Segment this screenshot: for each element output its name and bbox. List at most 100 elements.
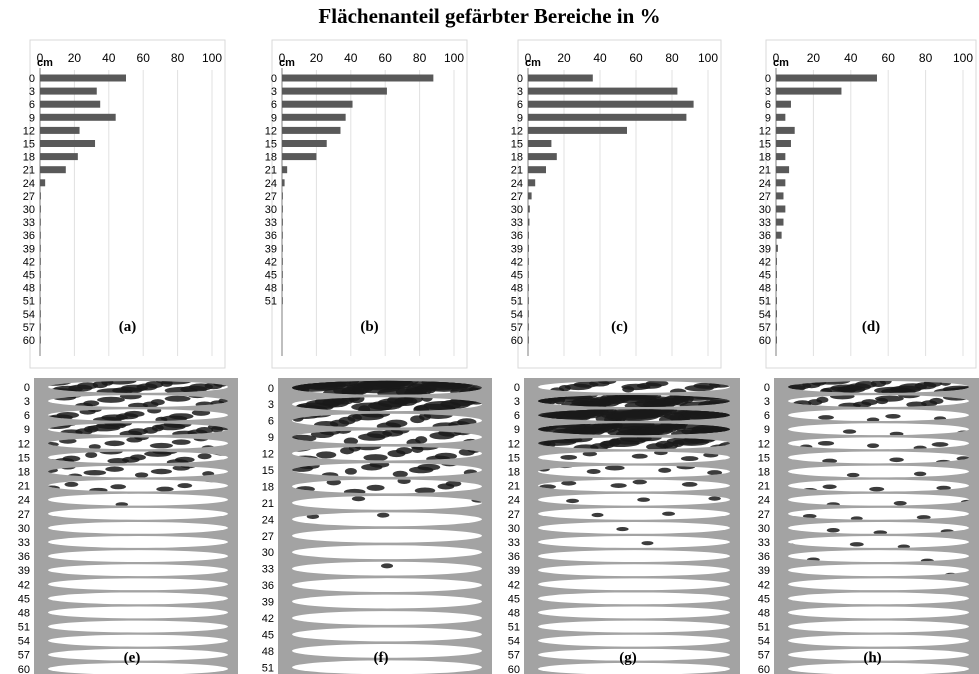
depth-label: 18 xyxy=(18,467,30,479)
bar-chart-3: 0 20 40 60 80 100cm03691215182124273033363942… xyxy=(511,39,722,369)
soil-slice xyxy=(292,495,482,510)
depth-label: 51 xyxy=(262,662,274,674)
depth-label: 15 xyxy=(262,465,274,477)
x-tick-label: 40 xyxy=(102,51,116,65)
bar xyxy=(776,140,791,147)
y-tick-label: 30 xyxy=(23,204,35,216)
depth-label: 3 xyxy=(514,396,520,408)
depth-label: 6 xyxy=(764,410,770,422)
y-tick-label: 6 xyxy=(271,99,277,111)
x-tick-label: 20 xyxy=(807,51,821,65)
soil-slice xyxy=(788,578,969,591)
y-tick-label: 15 xyxy=(23,139,35,151)
bar xyxy=(282,126,341,134)
soil-slice xyxy=(788,564,969,577)
y-tick-label: 48 xyxy=(759,283,771,295)
bar xyxy=(776,179,786,187)
soil-slice xyxy=(788,648,969,661)
depth-label: 15 xyxy=(18,452,30,464)
soil-slice xyxy=(788,423,969,436)
bar xyxy=(282,218,283,226)
y-tick-label: 45 xyxy=(759,270,771,282)
bar xyxy=(40,113,116,121)
depth-label: 3 xyxy=(764,396,770,408)
y-tick-label: 18 xyxy=(759,152,771,164)
bar xyxy=(40,231,41,239)
bar xyxy=(282,271,283,278)
bar xyxy=(776,192,784,200)
figure-title: Flächenanteil gefärbter Bereiche in % xyxy=(318,4,661,28)
y-tick-label: 30 xyxy=(759,204,771,216)
soil-slice xyxy=(788,493,969,506)
soil-slice xyxy=(788,465,969,478)
bar xyxy=(528,87,678,95)
panel-label: (g) xyxy=(619,650,637,666)
y-tick-label: 36 xyxy=(23,230,35,242)
bar xyxy=(776,218,784,226)
bar xyxy=(282,297,283,305)
bar xyxy=(40,192,41,200)
bar-chart-4: 0 20 40 60 80 100cm03691215182124273033363942… xyxy=(759,39,977,369)
y-tick-label: 9 xyxy=(765,112,771,124)
y-tick-label: 24 xyxy=(511,178,523,190)
y-tick-label: 24 xyxy=(23,178,35,190)
depth-label: 48 xyxy=(508,607,520,619)
depth-label: 27 xyxy=(758,509,770,521)
bar xyxy=(776,166,790,174)
bar xyxy=(282,74,434,82)
soil-slice xyxy=(48,634,228,647)
soil-slice xyxy=(292,545,482,560)
x-tick-label: 0 xyxy=(525,51,532,65)
bar xyxy=(282,87,387,95)
depth-label: 33 xyxy=(18,537,30,549)
depth-label: 6 xyxy=(514,410,520,422)
soil-slice xyxy=(788,662,969,674)
depth-label: 27 xyxy=(262,531,274,543)
soil-slice xyxy=(292,643,482,658)
profile-panel-3: 03691215182124273033363942454851545760(g… xyxy=(508,378,740,674)
x-tick-label: 80 xyxy=(413,51,427,65)
depth-label: 9 xyxy=(24,424,30,436)
soil-slice xyxy=(538,536,730,548)
stain-pattern xyxy=(48,409,227,422)
x-tick-label: 40 xyxy=(593,51,607,65)
depth-label: 39 xyxy=(18,565,30,577)
depth-label: 57 xyxy=(758,650,770,662)
depth-label: 30 xyxy=(262,547,274,559)
x-tick-label: 100 xyxy=(444,51,464,65)
depth-label: 15 xyxy=(758,452,770,464)
depth-label: 39 xyxy=(508,565,520,577)
y-tick-label: 39 xyxy=(511,243,523,255)
soil-slice xyxy=(538,521,730,534)
bar xyxy=(282,113,346,121)
soil-slice xyxy=(48,606,228,619)
bar xyxy=(282,179,285,187)
depth-label: 36 xyxy=(18,551,30,563)
bar xyxy=(528,140,552,147)
y-tick-label: 48 xyxy=(23,283,35,295)
bar xyxy=(40,205,41,213)
y-tick-label: 6 xyxy=(517,99,523,111)
soil-slice xyxy=(538,634,730,647)
y-tick-label: 36 xyxy=(511,230,523,242)
stain-pattern xyxy=(591,511,676,518)
x-tick-label: 80 xyxy=(665,51,679,65)
y-tick-label: 3 xyxy=(765,86,771,98)
y-tick-label: 21 xyxy=(265,165,277,177)
bar xyxy=(282,231,283,239)
bar xyxy=(282,284,283,292)
bar xyxy=(528,74,593,82)
depth-label: 33 xyxy=(758,537,770,549)
bar xyxy=(40,310,41,318)
y-tick-label: 42 xyxy=(759,256,771,268)
depth-label: 60 xyxy=(18,664,30,674)
y-tick-label: 60 xyxy=(23,335,35,347)
x-tick-label: 100 xyxy=(698,51,718,65)
x-tick-label: 20 xyxy=(68,51,82,65)
y-tick-label: 39 xyxy=(759,243,771,255)
soil-slice xyxy=(538,564,730,577)
depth-label: 12 xyxy=(262,449,274,461)
bar xyxy=(776,336,777,344)
bar xyxy=(528,126,627,134)
y-tick-label: 0 xyxy=(765,73,771,85)
